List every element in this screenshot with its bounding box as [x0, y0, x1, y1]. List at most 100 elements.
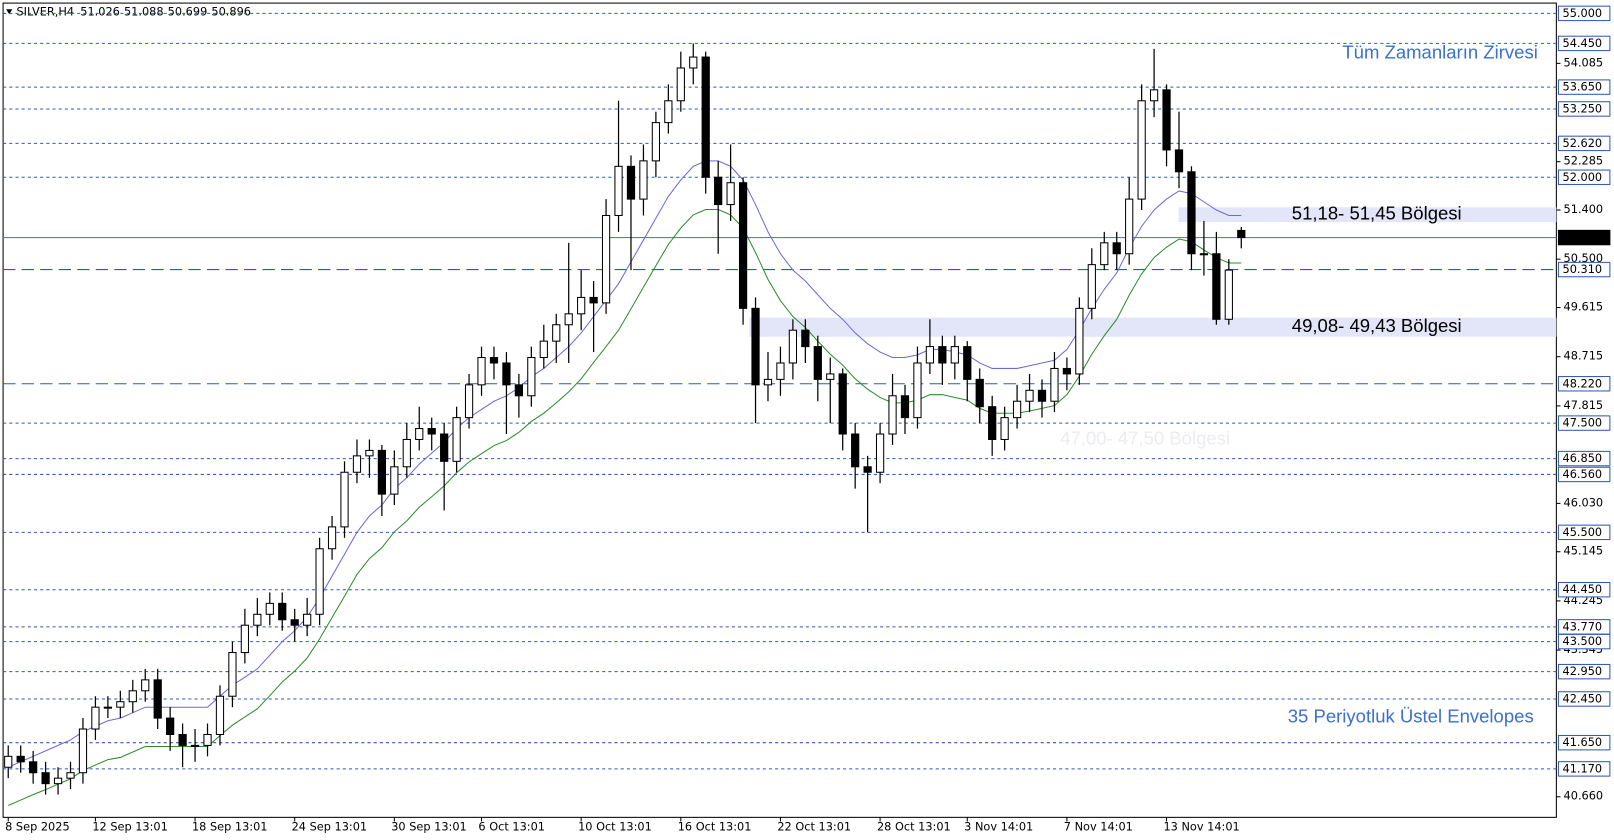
level-label-box [1557, 5, 1611, 22]
ohlc-value: 51.026 [80, 4, 120, 18]
candle-body [1087, 264, 1096, 309]
y-tick-label: 48.715 [1564, 349, 1604, 363]
zone [1178, 207, 1557, 223]
candle-body [303, 613, 312, 626]
candle-body [402, 438, 411, 468]
y-tick-label: 51.400 [1564, 202, 1604, 216]
ohlc-value: 51.088 [124, 4, 164, 18]
level-label: 45.500 [1563, 525, 1603, 539]
candle-body [78, 728, 88, 774]
x-tick-label: 12 Sep 13:01 [92, 820, 168, 834]
candle-body [751, 307, 760, 386]
level-label: 53.250 [1563, 101, 1603, 115]
candle-body [41, 772, 50, 785]
candle-body [390, 466, 399, 495]
level-label-box [1557, 376, 1611, 392]
candle-body [240, 624, 249, 654]
level-label-box [1557, 663, 1611, 680]
y-tick-label: 54.085 [1564, 55, 1604, 69]
zone [749, 317, 1557, 337]
level-label: 41.650 [1563, 735, 1603, 749]
candle-body [1100, 242, 1109, 266]
x-tick-label: 3 Nov 14:01 [964, 820, 1033, 834]
x-tick-label: 13 Nov 14:01 [1163, 820, 1239, 834]
x-tick-label: 7 Nov 14:01 [1064, 820, 1133, 834]
level-label-box [1557, 229, 1611, 246]
candle-body [352, 455, 362, 473]
candle-body [701, 56, 710, 178]
level-label: 54.450 [1563, 36, 1603, 50]
y-tick-label: 46.030 [1564, 495, 1604, 509]
candle-body [427, 428, 436, 435]
level-label: 48.220 [1563, 376, 1603, 390]
annotation: 35 Periyotluk Üstel Envelopes [1288, 705, 1534, 726]
candle-body [875, 433, 885, 473]
symbol: SILVER,H4 [16, 4, 74, 18]
candle-body [4, 755, 13, 768]
candle-body [489, 357, 499, 364]
y-tick-label: 40.660 [1564, 789, 1604, 803]
annotation: 47,00- 47,50 Bölgesi [1060, 427, 1230, 448]
candle-body [1212, 253, 1221, 320]
header: SILVER,H4 51.026 51.088 50.699 50.896 [16, 4, 251, 18]
candle-body [552, 324, 561, 342]
x-tick-label: 10 Oct 13:01 [578, 820, 652, 834]
candle-body [589, 296, 598, 304]
candle-body [1125, 198, 1134, 255]
candle-body [900, 395, 910, 419]
envelope-line [8, 160, 1242, 768]
level-label-box [1557, 101, 1611, 117]
candle-body [415, 428, 424, 440]
y-tick-label: 47.815 [1564, 398, 1604, 412]
y-tick-label: 49.615 [1564, 300, 1604, 314]
candle-body [91, 706, 100, 730]
plot-frame [2, 2, 1557, 818]
candle-body [813, 346, 822, 380]
y-tick-label: 52.285 [1564, 154, 1604, 168]
candle-body [738, 182, 748, 309]
candle-body [166, 717, 175, 735]
candle-body [265, 602, 274, 615]
level-label: 42.450 [1563, 691, 1603, 705]
level-label-box [1557, 581, 1611, 598]
candle-body [452, 417, 461, 462]
candle-body [153, 679, 162, 719]
candle-body [1050, 367, 1059, 402]
candle-body [1025, 389, 1034, 402]
x-tick-label: 28 Oct 13:01 [877, 820, 951, 834]
candle-body [564, 313, 573, 326]
candle-body [365, 449, 374, 457]
candle-body [464, 384, 474, 419]
menu-arrow[interactable] [6, 9, 13, 15]
level-label-box [1557, 450, 1611, 467]
x-tick-label: 6 Oct 13:01 [478, 820, 545, 834]
candle-body [1012, 400, 1022, 419]
ohlc-value: 50.896 [211, 4, 251, 18]
ohlc-value: 50.699 [168, 4, 208, 18]
candle-body [689, 56, 698, 69]
candle-body [913, 362, 922, 419]
candle-body [228, 652, 237, 697]
candle-body [290, 619, 299, 626]
candle-body [440, 433, 449, 462]
level-label: 43.770 [1563, 619, 1603, 633]
candle-body [676, 67, 685, 102]
candle-body [502, 362, 511, 386]
y-tick-label: 50.500 [1564, 251, 1604, 265]
candle-body [315, 548, 324, 615]
candle-body [639, 160, 648, 200]
candle-body [626, 165, 636, 200]
candle-body [938, 346, 947, 364]
level-label-box [1557, 734, 1611, 751]
candle-body [838, 373, 847, 435]
candle-body [664, 100, 673, 124]
candle-body [178, 733, 187, 746]
candle-body [527, 357, 536, 397]
level-label-box [1557, 79, 1611, 95]
level-label-box [1557, 35, 1611, 52]
candle-body [1075, 307, 1084, 375]
candle-body [950, 346, 959, 364]
x-tick-label: 30 Sep 13:01 [391, 820, 467, 834]
